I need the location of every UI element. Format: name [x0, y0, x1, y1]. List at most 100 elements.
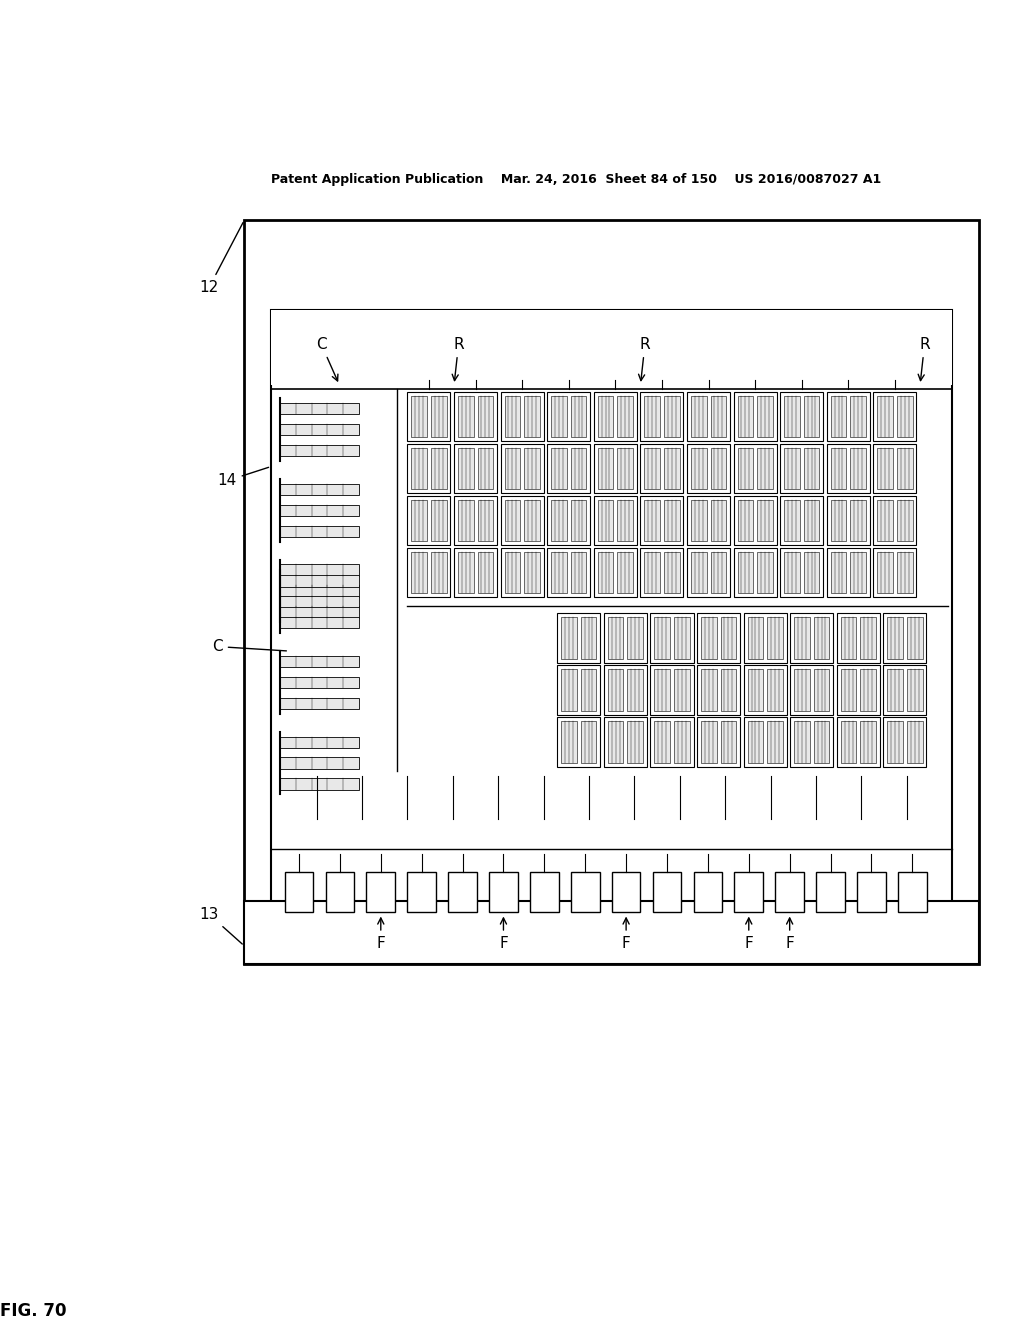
- Bar: [408, 496, 451, 545]
- Bar: [285, 871, 313, 912]
- Bar: [604, 665, 647, 714]
- Bar: [454, 496, 497, 545]
- Bar: [547, 548, 590, 598]
- Bar: [281, 525, 359, 537]
- Bar: [654, 618, 670, 659]
- Bar: [571, 871, 600, 912]
- Bar: [652, 871, 681, 912]
- Bar: [711, 500, 726, 541]
- Bar: [431, 552, 446, 594]
- Bar: [570, 447, 587, 490]
- Bar: [561, 669, 577, 710]
- Bar: [281, 597, 359, 607]
- Bar: [841, 669, 856, 710]
- Bar: [743, 717, 786, 767]
- Bar: [644, 396, 660, 437]
- Bar: [561, 721, 577, 763]
- Text: R: R: [453, 337, 464, 380]
- Bar: [281, 424, 359, 436]
- Bar: [477, 396, 494, 437]
- Bar: [628, 618, 643, 659]
- Bar: [611, 871, 640, 912]
- Bar: [674, 669, 689, 710]
- Bar: [281, 779, 359, 789]
- Bar: [271, 310, 952, 937]
- Bar: [281, 585, 359, 597]
- Bar: [281, 403, 359, 414]
- Bar: [701, 721, 717, 763]
- Bar: [570, 396, 587, 437]
- Bar: [245, 902, 979, 964]
- Bar: [837, 614, 880, 663]
- Bar: [873, 548, 916, 598]
- Bar: [907, 618, 923, 659]
- Bar: [551, 552, 567, 594]
- Bar: [701, 618, 717, 659]
- Bar: [530, 871, 559, 912]
- Bar: [888, 721, 903, 763]
- Bar: [640, 496, 683, 545]
- Bar: [830, 552, 847, 594]
- Bar: [281, 484, 359, 495]
- Text: Patent Application Publication    Mar. 24, 2016  Sheet 84 of 150    US 2016/0087: Patent Application Publication Mar. 24, …: [270, 173, 881, 186]
- Bar: [408, 871, 436, 912]
- Bar: [501, 444, 544, 494]
- Bar: [524, 500, 540, 541]
- Text: F: F: [377, 917, 385, 950]
- Bar: [757, 447, 773, 490]
- Bar: [691, 500, 707, 541]
- Bar: [860, 618, 876, 659]
- Bar: [898, 871, 927, 912]
- Bar: [795, 669, 810, 710]
- Bar: [748, 669, 763, 710]
- Bar: [281, 576, 359, 586]
- Bar: [281, 445, 359, 457]
- Bar: [477, 447, 494, 490]
- Bar: [501, 496, 544, 545]
- Bar: [888, 669, 903, 710]
- Bar: [281, 606, 359, 618]
- Bar: [826, 392, 869, 441]
- Bar: [814, 721, 829, 763]
- Bar: [458, 447, 473, 490]
- Bar: [598, 396, 613, 437]
- Bar: [431, 396, 446, 437]
- Bar: [501, 548, 544, 598]
- Bar: [281, 504, 359, 516]
- Bar: [743, 614, 786, 663]
- Bar: [826, 496, 869, 545]
- Bar: [897, 552, 912, 594]
- Bar: [594, 392, 637, 441]
- Bar: [757, 552, 773, 594]
- Bar: [687, 444, 730, 494]
- Bar: [604, 717, 647, 767]
- Bar: [581, 618, 596, 659]
- Bar: [608, 669, 624, 710]
- Bar: [654, 669, 670, 710]
- Bar: [412, 500, 427, 541]
- Bar: [860, 721, 876, 763]
- Bar: [664, 552, 680, 594]
- Bar: [650, 717, 693, 767]
- Text: 12: 12: [200, 223, 243, 294]
- Bar: [737, 500, 754, 541]
- Bar: [857, 871, 886, 912]
- Bar: [524, 447, 540, 490]
- Bar: [628, 721, 643, 763]
- Bar: [734, 871, 763, 912]
- Bar: [897, 447, 912, 490]
- Bar: [581, 721, 596, 763]
- Bar: [431, 500, 446, 541]
- Bar: [780, 392, 823, 441]
- Bar: [408, 444, 451, 494]
- Bar: [551, 447, 567, 490]
- Bar: [458, 500, 473, 541]
- Bar: [617, 500, 633, 541]
- Bar: [748, 618, 763, 659]
- Bar: [814, 618, 829, 659]
- Bar: [454, 444, 497, 494]
- Bar: [767, 721, 782, 763]
- Bar: [674, 618, 689, 659]
- Bar: [804, 552, 819, 594]
- Bar: [644, 447, 660, 490]
